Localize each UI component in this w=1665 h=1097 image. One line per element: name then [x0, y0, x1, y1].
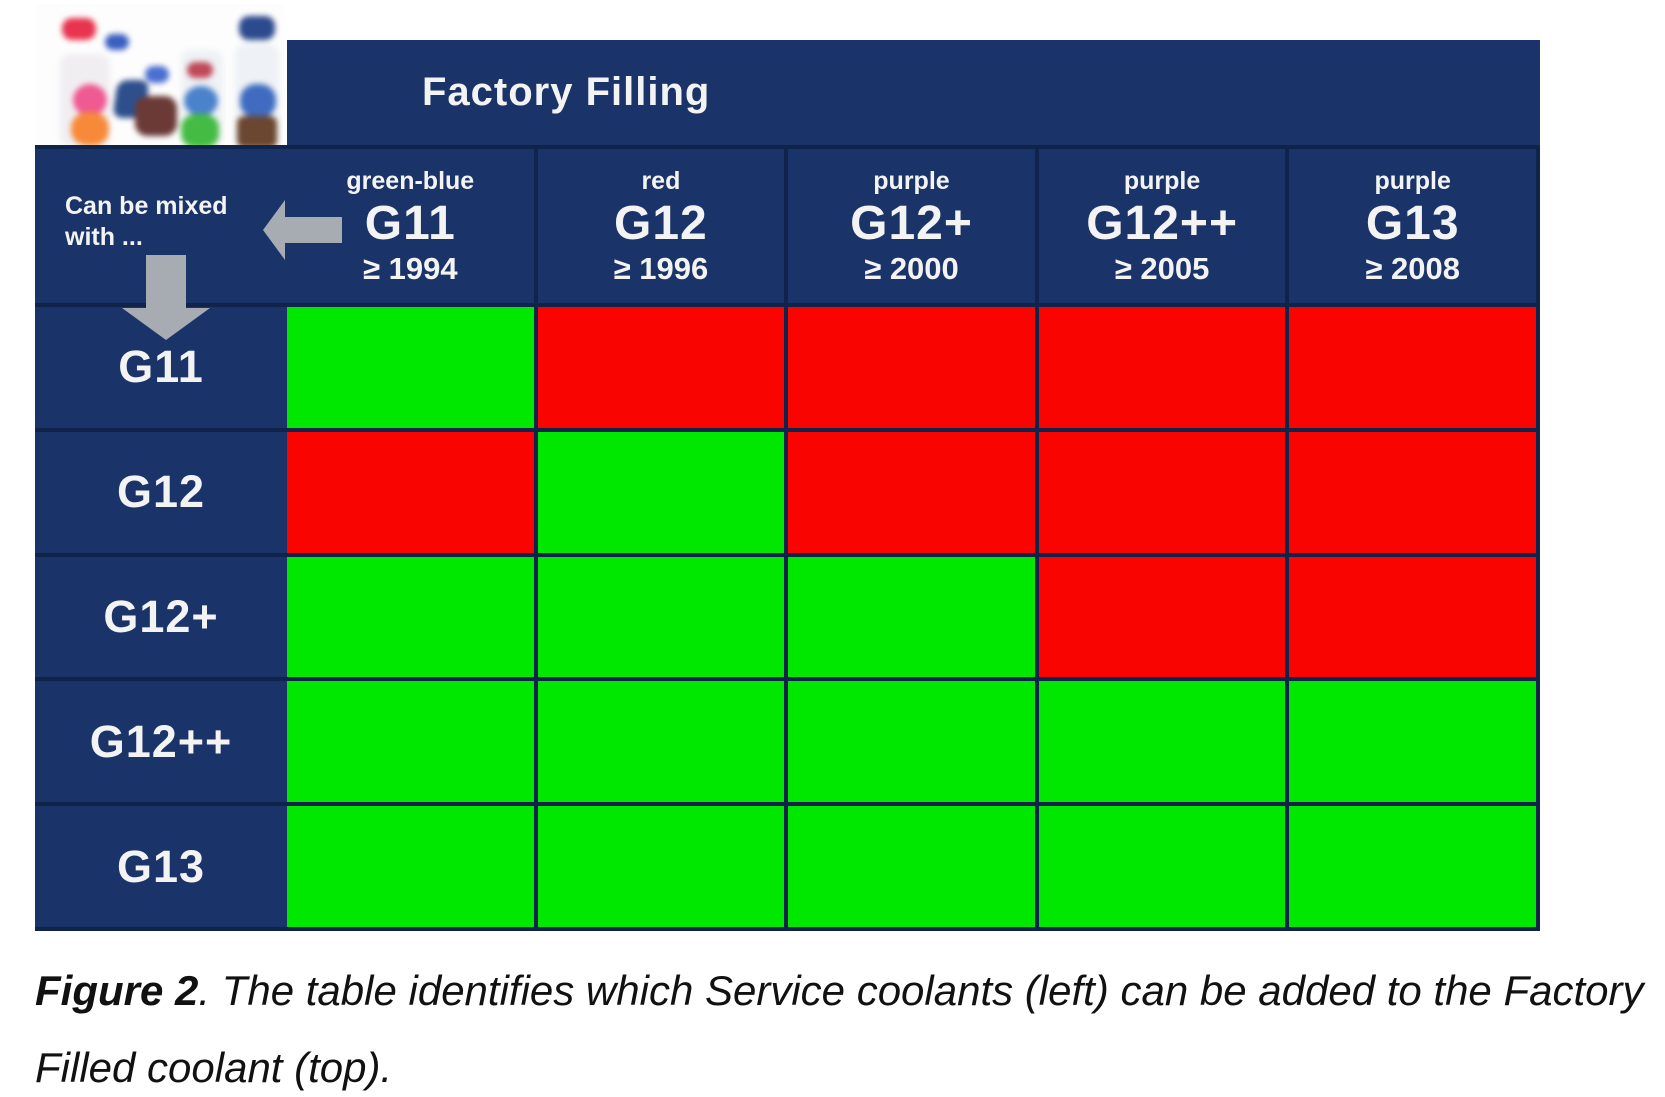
caption-line2: Filled coolant (top). [35, 1044, 393, 1091]
column-header-G12: red G12 ≥ 1996 [537, 149, 785, 303]
column-headers: green-blue G11 ≥ 1994 red G12 ≥ 1996 purple G12… [287, 145, 1540, 303]
coolant-type-name: G12++ [1086, 196, 1238, 250]
figure-caption: Figure 2. The table identifies which Ser… [35, 952, 1645, 1097]
grid-cell-G12+-G12+ [788, 556, 1035, 678]
grid-cell-G13-G12 [537, 806, 785, 927]
coolant-color-label: purple [873, 167, 950, 196]
row-label-G12: G12 [35, 431, 287, 553]
grid-cell-G11-G12+ [788, 307, 1035, 428]
coolant-model-year: ≥ 1994 [363, 251, 458, 287]
grid-cell-G11-G13 [1289, 307, 1536, 428]
grid-cell-G12++-G12+ [788, 681, 1035, 803]
arrow-left-icon [263, 200, 343, 260]
coolant-color-label: green-blue [346, 167, 475, 196]
coolant-type-name: G12 [614, 196, 708, 250]
grid-cell-G12++-G12++ [1038, 681, 1286, 803]
grid-cell-G12-G12++ [1038, 431, 1286, 553]
grid-cell-G12++-G11 [287, 681, 534, 803]
factory-filling-title: Factory Filling [422, 70, 711, 114]
grid-cell-G11-G12++ [1038, 307, 1286, 428]
arrow-down-head [122, 308, 210, 340]
grid-cell-G13-G13 [1289, 806, 1536, 927]
arrow-down-shaft [146, 255, 186, 308]
corner-label-line1: Can be mixed [65, 192, 228, 220]
coolant-model-year: ≥ 2000 [864, 251, 959, 287]
coolant-type-name: G12+ [850, 196, 973, 250]
arrow-left-shaft [284, 217, 342, 243]
caption-line1: . The table identifies which Service coo… [198, 967, 1644, 1014]
grid-cell-G12-G12 [537, 431, 785, 553]
bottles-illustration [35, 4, 285, 146]
coolant-color-label: red [641, 167, 681, 196]
coolant-model-year: ≥ 2005 [1114, 251, 1210, 287]
grid-cell-G11-G11 [287, 307, 534, 428]
grid-cell-G11-G12 [537, 307, 785, 428]
coolant-model-year: ≥ 2008 [1365, 251, 1460, 287]
row-label-G12++: G12++ [35, 681, 287, 803]
grid-cell-G12++-G12 [537, 681, 785, 803]
column-header-G13: purple G13 ≥ 2008 [1289, 149, 1536, 303]
grid-cell-G12-G12+ [788, 431, 1035, 553]
grid-cell-G12-G11 [287, 431, 534, 553]
caption-figure-number: Figure 2 [35, 967, 199, 1014]
arrow-left-head [263, 200, 285, 260]
grid-cell-G12+-G13 [1289, 556, 1536, 678]
coolant-bottles-photo [35, 4, 285, 146]
row-label-G11: G11 [35, 307, 287, 428]
grid-cell-G12+-G11 [287, 556, 534, 678]
arrow-down-icon [122, 255, 210, 340]
grid-cell-G12++-G13 [1289, 681, 1536, 803]
row-label-G12+: G12+ [35, 556, 287, 678]
coolant-model-year: ≥ 1996 [613, 251, 709, 287]
grid-cell-G12+-G12++ [1038, 556, 1286, 678]
coolant-type-name: G11 [364, 196, 456, 250]
corner-label-line2: with ... [65, 223, 143, 251]
row-label-G13: G13 [35, 806, 287, 927]
grid-cell-G13-G11 [287, 806, 534, 927]
factory-filling-band: Factory Filling [287, 40, 1540, 145]
grid-cell-G13-G12+ [788, 806, 1035, 927]
grid-cell-G12-G13 [1289, 431, 1536, 553]
coolant-type-name: G13 [1365, 196, 1460, 250]
column-header-G12++: purple G12++ ≥ 2005 [1038, 149, 1286, 303]
column-header-G12+: purple G12+ ≥ 2000 [788, 149, 1035, 303]
grid-cell-G12+-G12 [537, 556, 785, 678]
coolant-color-label: purple [1374, 167, 1451, 196]
compatibility-grid [287, 303, 1540, 931]
grid-cell-G13-G12++ [1038, 806, 1286, 927]
coolant-color-label: purple [1123, 167, 1201, 196]
